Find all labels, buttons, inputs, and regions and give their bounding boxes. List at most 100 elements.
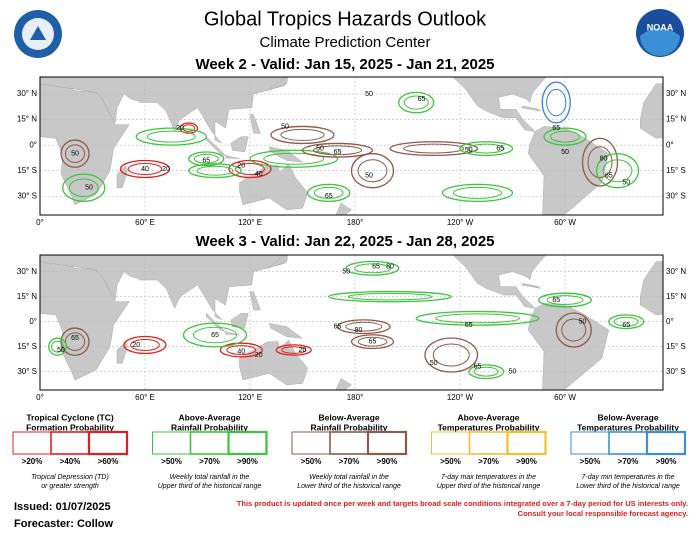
- contour: [307, 183, 351, 203]
- contour: [48, 337, 67, 356]
- contour-inner: [467, 143, 505, 154]
- contour-inner: [193, 153, 219, 164]
- lon-label: 60° E: [135, 393, 155, 402]
- map-title: Week 3 - Valid: Jan 22, 2025 - Jan 28, 2…: [195, 233, 494, 250]
- contour-label: 65: [71, 335, 79, 342]
- contour-label: 50: [57, 347, 65, 354]
- lon-label: 60° E: [135, 218, 155, 227]
- contour-label: 50: [365, 173, 373, 180]
- contour-label: 65: [418, 96, 426, 103]
- contour-inner: [613, 316, 639, 327]
- contour-inner: [281, 346, 307, 354]
- legend-level: >90%: [377, 457, 398, 466]
- contour: [555, 312, 592, 348]
- contour-inner: [313, 145, 362, 156]
- lon-label: 120° W: [447, 218, 474, 227]
- legend-title: Below-Average: [597, 412, 658, 422]
- contour: [62, 173, 106, 202]
- contour-inner: [345, 321, 383, 332]
- map: 20 40 20 65 20 40 65 50 50 50 65 50 65 50 65 65 50 80 65 50…: [17, 76, 686, 227]
- contour-label: 65: [325, 193, 333, 200]
- contour-label: 65: [334, 149, 342, 156]
- contour-label: 65: [622, 322, 630, 329]
- legend-note: or greater strength: [41, 483, 99, 490]
- land: [239, 339, 309, 386]
- notice: Consult your local responsible forecast …: [518, 509, 688, 518]
- lat-label-right: 30° S: [666, 191, 686, 200]
- land: [640, 83, 663, 139]
- legend-level: >50%: [301, 457, 322, 466]
- lat-label-right: 30° S: [666, 367, 686, 376]
- lat-label-left: 15° N: [17, 292, 37, 301]
- contour: [398, 91, 435, 114]
- lon-label: 120° E: [238, 393, 262, 402]
- legend-level: >70%: [618, 457, 639, 466]
- land: [335, 202, 352, 215]
- contour-label: 65: [202, 157, 210, 164]
- contour: [228, 159, 272, 179]
- legend-swatch: [468, 431, 509, 455]
- land: [225, 331, 240, 336]
- legend-title: Rainfall Probability: [311, 422, 388, 432]
- contour-label: 50: [85, 185, 93, 192]
- contour-label: 65: [474, 364, 482, 371]
- contour-inner: [192, 326, 238, 344]
- legend-level: >50%: [580, 457, 601, 466]
- contour: [188, 151, 225, 167]
- contour-label: 40: [237, 349, 245, 356]
- legend-level: >20%: [22, 457, 43, 466]
- contour-inner: [561, 318, 587, 342]
- contour-label: 65: [211, 332, 219, 339]
- title: Global Tropics Hazards Outlook: [204, 8, 487, 30]
- lon-label: 120° E: [238, 218, 262, 227]
- land: [640, 261, 663, 316]
- legend-swatch: [645, 430, 687, 456]
- noaa-text: NOAA: [647, 22, 674, 32]
- contour: [249, 149, 339, 168]
- contour-inner: [357, 159, 388, 183]
- contour-inner: [130, 339, 160, 351]
- contour-inner: [357, 336, 388, 347]
- contour: [188, 163, 242, 179]
- contour: [608, 314, 645, 330]
- contour-inner: [432, 343, 470, 367]
- legend-level: >50%: [440, 457, 461, 466]
- contour-label: 50: [509, 369, 517, 376]
- land: [116, 165, 128, 188]
- contour: [336, 319, 391, 335]
- legend-note: Lower third of the historical range: [576, 483, 680, 490]
- lon-label: 180°: [347, 393, 364, 402]
- contour-label: 50: [561, 149, 569, 156]
- contour: [123, 335, 167, 355]
- legend-swatch: [329, 431, 369, 455]
- legend-title: Tropical Cyclone (TC): [26, 412, 114, 422]
- legend-swatch: [227, 430, 268, 456]
- lat-label-left: 30° N: [17, 267, 37, 276]
- contour-label: 65: [372, 264, 380, 271]
- contour-inner: [435, 313, 520, 324]
- contour-label: 65: [465, 322, 473, 329]
- land: [249, 114, 261, 134]
- contour: [60, 139, 90, 168]
- legend-level: >70%: [339, 457, 360, 466]
- map-layer: 20 40 20 65 20 40 65 50 50 50 65 50 65 50 65 65 50 80 65 50…: [40, 77, 663, 215]
- legend-level: >70%: [478, 457, 499, 466]
- contour: [350, 334, 395, 350]
- legend-note: Upper third of the historical range: [437, 483, 541, 490]
- contour-inner: [546, 88, 567, 117]
- contour-label: 40: [255, 171, 263, 178]
- contour-label: 20: [237, 162, 245, 169]
- legend-item: Tropical Cyclone (TC)Formation Probabili…: [12, 412, 129, 490]
- map-title: Week 2 - Valid: Jan 15, 2025 - Jan 21, 2…: [195, 56, 494, 73]
- legend-level: >90%: [516, 457, 537, 466]
- noaa-logo: NOAA: [636, 9, 684, 57]
- legend-swatch: [189, 431, 230, 455]
- contour-inner: [403, 143, 465, 154]
- contour-inner: [263, 152, 325, 165]
- contour: [424, 337, 479, 373]
- notice: This product is updated once per week an…: [237, 499, 688, 508]
- legend-note: Upper third of the historical range: [158, 483, 262, 490]
